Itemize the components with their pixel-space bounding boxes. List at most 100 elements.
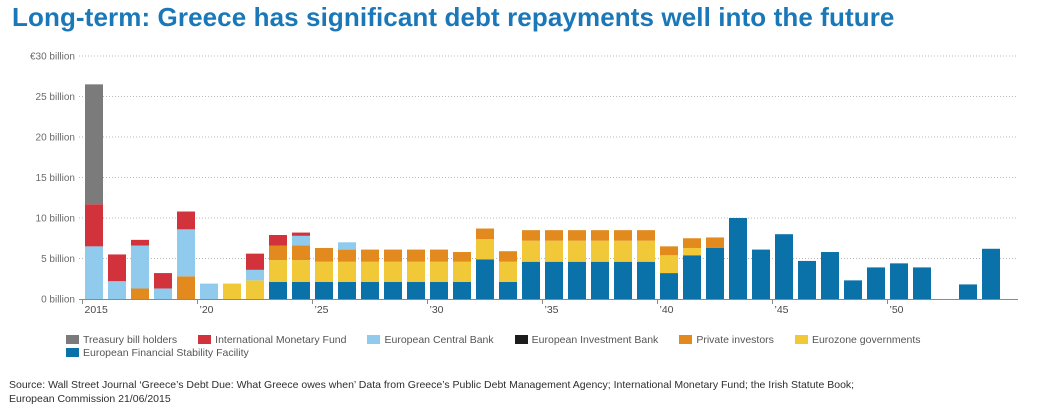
bar-segment-european-central-bank-2024 [292, 235, 310, 246]
bar-segment-european-financial-stability-facility-2044 [752, 249, 770, 299]
bar-segment-eurozone-governments-2029 [407, 261, 425, 282]
bar-segment-european-financial-stability-facility-2034 [522, 261, 540, 299]
bar-segment-european-financial-stability-facility-2027 [361, 281, 379, 299]
y-tick-label: 0 billion [41, 295, 75, 306]
bar-segment-eurozone-governments-2039 [637, 240, 655, 262]
legend-item: Treasury bill holders [66, 334, 177, 346]
bar-segment-eurozone-governments-2024 [292, 260, 310, 282]
bar-segment-eurozone-governments-2037 [591, 240, 609, 262]
bar-segment-treasury-bill-holders-2015 [85, 84, 103, 205]
bar-segment-eurozone-governments-2026 [338, 261, 356, 282]
bar-segment-eurozone-governments-2030 [430, 261, 448, 282]
bar-segment-european-financial-stability-facility-2049 [867, 267, 885, 299]
source-note: Source: Wall Street Journal ‘Greece’s De… [9, 379, 1009, 406]
bar-segment-eurozone-governments-2038 [614, 240, 632, 262]
bar-segment-international-monetary-fund-2016 [108, 254, 126, 282]
bar-segment-private-investors-2035 [545, 230, 563, 241]
legend-swatch [679, 335, 693, 344]
bar-segment-european-financial-stability-facility-2043 [729, 218, 747, 299]
bar-segment-international-monetary-fund-2019 [177, 211, 195, 230]
legend-item: European Central Bank [367, 334, 494, 346]
legend-row: Treasury bill holders International Monet… [66, 333, 966, 346]
bar-segment-european-financial-stability-facility-2037 [591, 261, 609, 299]
bar-segment-european-financial-stability-facility-2038 [614, 261, 632, 299]
bar-segment-private-investors-2017 [131, 288, 149, 299]
bar-segment-eurozone-governments-2025 [315, 261, 333, 282]
legend-item: Eurozone governments [794, 333, 921, 346]
bar-segment-eurozone-governments-2033 [499, 261, 517, 282]
bar-segment-private-investors-2029 [407, 249, 425, 262]
x-tick-label: ’40 [660, 304, 674, 316]
bar-segment-european-financial-stability-facility-2030 [430, 281, 448, 299]
bar-segment-private-investors-2026 [338, 249, 356, 262]
stacked-bar-chart: 0 billion 5 billion 10 billion 15 billion 20… [30, 52, 1018, 316]
source-line-2: European Commission 21/06/2015 [9, 392, 171, 405]
x-tick-label: ’35 [545, 304, 559, 316]
bar-segment-private-investors-2041 [683, 238, 701, 248]
bar-segment-private-investors-2028 [384, 249, 402, 262]
bar-segment-private-investors-2023 [269, 245, 287, 261]
bars [85, 84, 1000, 299]
bar-segment-eurozone-governments-2041 [683, 247, 701, 256]
bar-segment-european-central-bank-2022 [246, 269, 264, 281]
bar-segment-eurozone-governments-2023 [269, 260, 287, 282]
bar-segment-european-central-bank-2026 [338, 242, 356, 250]
legend-item: Private investors [679, 334, 774, 346]
x-tick-label: 2015 [85, 304, 109, 316]
bar-segment-private-investors-2037 [591, 230, 609, 241]
bar-segment-international-monetary-fund-2023 [269, 235, 287, 246]
bar-segment-european-financial-stability-facility-2050 [890, 263, 908, 299]
bar-segment-european-financial-stability-facility-2042 [706, 247, 724, 299]
chart-title: Long-term: Greece has significant debt r… [12, 2, 895, 32]
bar-segment-eurozone-governments-2035 [545, 240, 563, 262]
legend: Treasury bill holders International Monet… [66, 333, 966, 359]
bar-segment-european-financial-stability-facility-2036 [568, 261, 586, 299]
bar-segment-eurozone-governments-2028 [384, 261, 402, 282]
bar-segment-european-financial-stability-facility-2035 [545, 261, 563, 299]
bar-segment-eurozone-governments-2034 [522, 240, 540, 262]
legend-label: International Monetary Fund [215, 333, 347, 346]
bar-segment-private-investors-2038 [614, 230, 632, 241]
bar-segment-european-financial-stability-facility-2033 [499, 281, 517, 299]
bar-segment-eurozone-governments-2021 [223, 283, 241, 299]
bar-segment-eurozone-governments-2022 [246, 280, 264, 299]
bar-segment-private-investors-2032 [476, 228, 494, 240]
bar-segment-eurozone-governments-2027 [361, 261, 379, 282]
bar-segment-international-monetary-fund-2017 [131, 239, 149, 246]
bar-segment-eurozone-governments-2032 [476, 239, 494, 260]
bar-segment-private-investors-2027 [361, 249, 379, 262]
bar-segment-european-central-bank-2019 [177, 229, 195, 277]
legend-row: European Financial Stability Facility [66, 346, 966, 359]
legend-swatch [198, 335, 212, 344]
legend-label: European Financial Stability Facility [83, 346, 249, 359]
gridlines [79, 55, 1018, 259]
legend-item: International Monetary Fund [198, 334, 346, 346]
y-tick-label: €30 billion [30, 52, 75, 63]
legend-swatch [514, 335, 528, 344]
legend-swatch [66, 335, 79, 344]
legend-swatch [794, 335, 808, 344]
bar-segment-european-financial-stability-facility-2040 [660, 273, 678, 299]
bar-segment-eurozone-governments-2040 [660, 255, 678, 274]
bar-segment-private-investors-2019 [177, 276, 195, 299]
bar-segment-european-financial-stability-facility-2041 [683, 255, 701, 299]
bar-segment-european-financial-stability-facility-2029 [407, 281, 425, 299]
bar-segment-eurozone-governments-2031 [453, 261, 471, 282]
y-axis: 0 billion 5 billion 10 billion 15 billion 20… [30, 52, 75, 306]
legend-item: European Financial Stability Facility [66, 347, 249, 359]
bar-segment-european-financial-stability-facility-2025 [315, 281, 333, 299]
bar-segment-european-financial-stability-facility-2023 [269, 281, 287, 299]
bar-segment-european-financial-stability-facility-2031 [453, 281, 471, 299]
y-tick-label: 25 billion [36, 92, 75, 103]
x-tick-label: ’50 [890, 304, 904, 316]
bar-segment-private-investors-2036 [568, 230, 586, 241]
x-axis: 2015 ’20 ’25 ’30 ’35 ’40 ’45 ’50 [79, 299, 1018, 316]
legend-label: Eurozone governments [811, 333, 921, 346]
bar-segment-european-central-bank-2020 [200, 283, 218, 299]
bar-segment-european-financial-stability-facility-2054 [982, 248, 1000, 299]
x-tick-label: ’30 [430, 304, 444, 316]
bar-segment-eurozone-governments-2036 [568, 240, 586, 262]
legend-label: Private investors [696, 333, 774, 346]
bar-segment-european-financial-stability-facility-2048 [844, 280, 862, 299]
bar-segment-private-investors-2025 [315, 247, 333, 262]
